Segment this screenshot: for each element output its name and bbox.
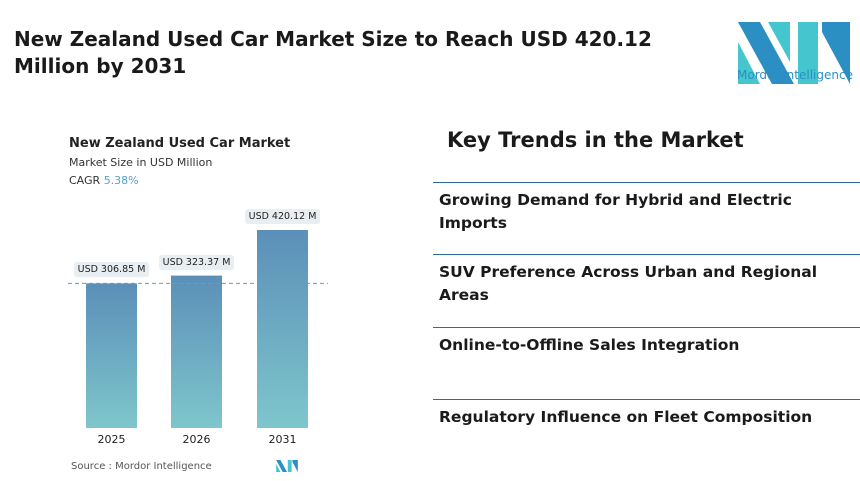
- cagr: CAGR 5.38%: [69, 174, 139, 187]
- mordor-logo-icon: [738, 22, 850, 84]
- trend-item: SUV Preference Across Urban and Regional…: [433, 254, 860, 307]
- data-label: USD 306.85 M: [73, 262, 150, 278]
- trend-text: Online-to-Offline Sales Integration: [439, 336, 740, 354]
- page-title: New Zealand Used Car Market Size to Reac…: [14, 27, 652, 78]
- chart-subtitle: Market Size in USD Million: [69, 156, 213, 169]
- trend-text: Growing Demand for Hybrid and Electric I…: [439, 191, 792, 232]
- x-tick-label: 2026: [182, 433, 211, 446]
- trend-text: Regulatory Influence on Fleet Compositio…: [439, 408, 813, 426]
- source-note: Source : Mordor Intelligence: [71, 461, 212, 472]
- data-label: USD 323.37 M: [158, 254, 235, 270]
- trend-text: SUV Preference Across Urban and Regional…: [439, 263, 818, 304]
- data-label: USD 420.12 M: [244, 209, 321, 224]
- key-trends-heading: Key Trends in the Market: [447, 128, 744, 152]
- x-tick-label: 2025: [97, 433, 126, 446]
- cagr-label: CAGR: [69, 174, 101, 187]
- trend-item: Regulatory Influence on Fleet Compositio…: [433, 399, 860, 429]
- trend-item: Online-to-Offline Sales Integration: [433, 327, 860, 357]
- chart-title: New Zealand Used Car Market: [69, 136, 291, 151]
- trend-item: Growing Demand for Hybrid and Electric I…: [433, 182, 860, 235]
- mordor-small-logo-icon: [276, 460, 298, 472]
- bar-2026: [171, 275, 222, 428]
- x-tick-label: 2031: [268, 433, 297, 446]
- bar-2025: [86, 283, 137, 428]
- logo-text: Mordor Intelligence: [737, 68, 853, 82]
- cagr-value: 5.38%: [103, 174, 139, 187]
- bar-2031: [257, 230, 308, 428]
